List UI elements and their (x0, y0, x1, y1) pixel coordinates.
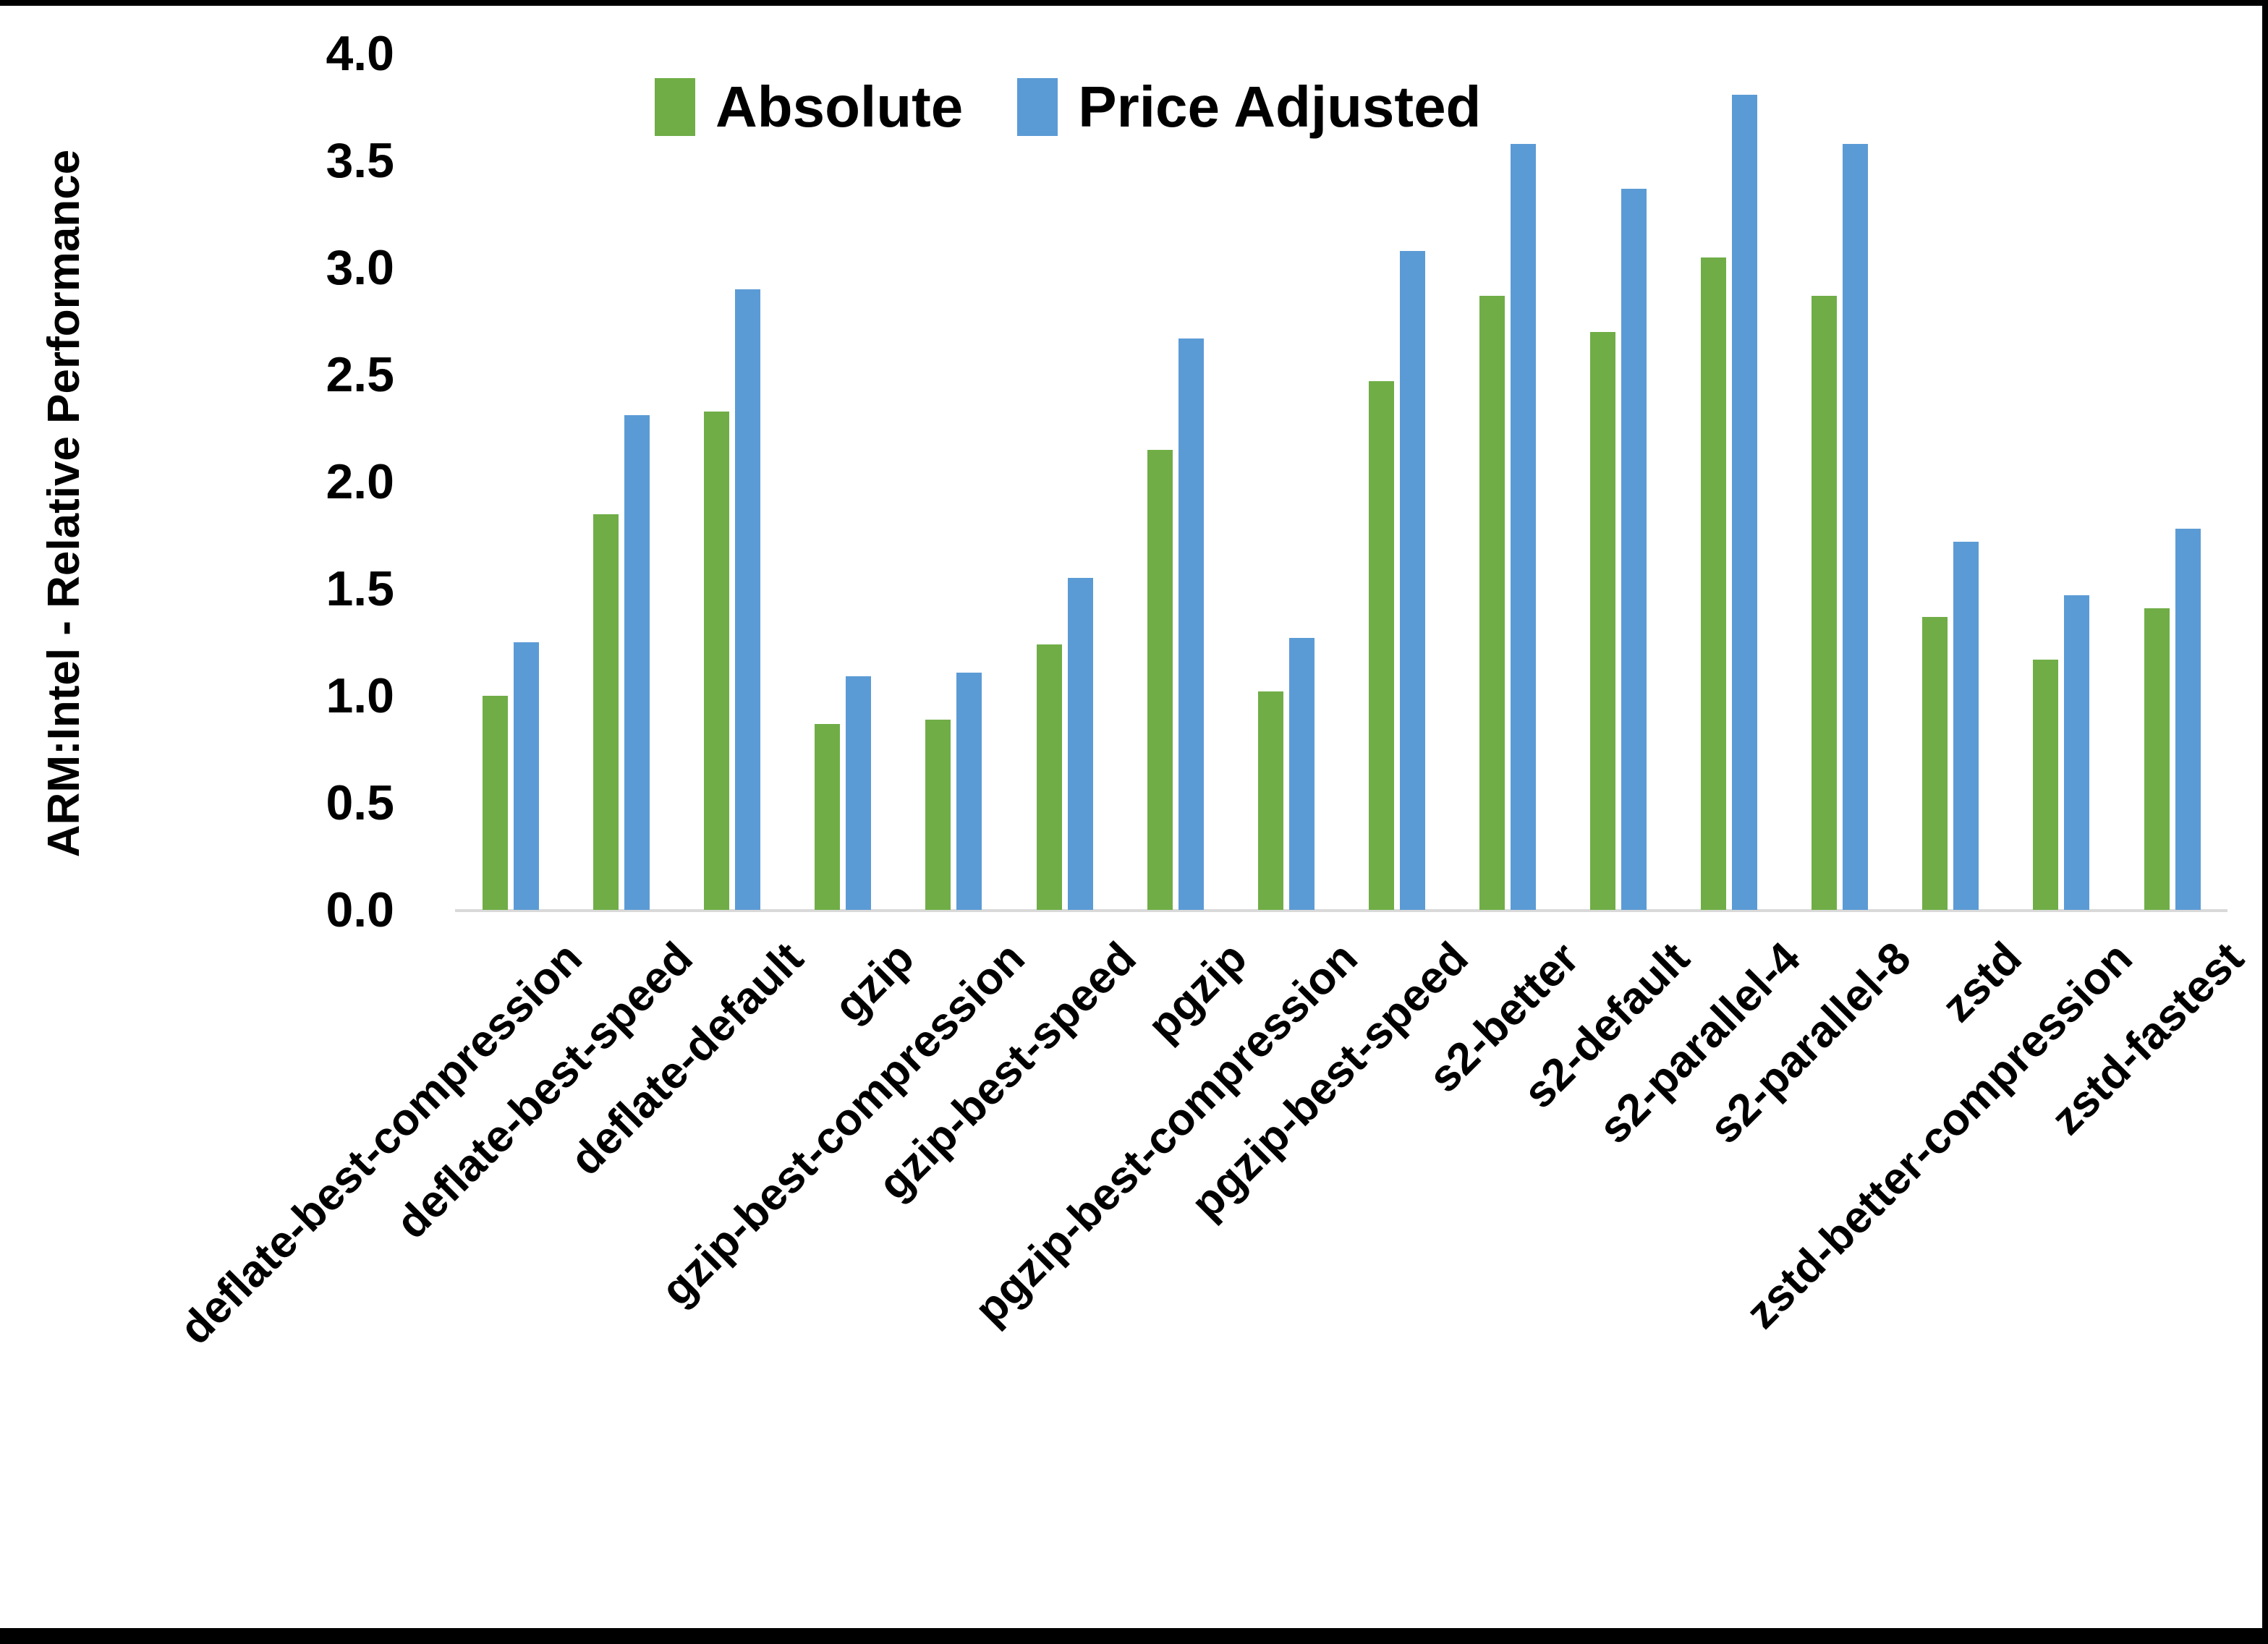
y-axis-tick-label: 2.5 (326, 347, 394, 403)
bar-price-adjusted (735, 289, 761, 910)
bar-price-adjusted (624, 415, 650, 910)
bar-price-adjusted (1399, 250, 1425, 910)
frame-border-bottom (0, 1628, 2268, 1644)
bar-absolute (1701, 257, 1727, 910)
bar-price-adjusted (846, 676, 872, 910)
bar-absolute (593, 514, 619, 910)
bar-price-adjusted (1953, 542, 1979, 910)
frame-border-right (2262, 0, 2268, 1644)
bar-absolute (1922, 616, 1948, 910)
chart-legend: Absolute Price Adjusted (655, 78, 1481, 136)
bar-price-adjusted (2175, 529, 2201, 910)
bar-price-adjusted (1067, 578, 1093, 910)
bar-absolute (704, 411, 730, 910)
bar-absolute (1812, 295, 1838, 910)
bar-absolute (1590, 332, 1615, 910)
bar-absolute (1036, 644, 1062, 910)
legend-item: Absolute (655, 78, 963, 136)
y-axis-tick-label: 0.0 (326, 882, 394, 937)
y-axis-tick-label: 0.5 (326, 775, 394, 831)
bar-price-adjusted (2064, 595, 2090, 910)
x-axis-line (455, 909, 2227, 912)
y-axis-tick-label: 3.5 (326, 133, 394, 189)
y-axis-tick-label: 1.5 (326, 561, 394, 617)
bar-absolute (815, 723, 841, 910)
bar-price-adjusted (514, 642, 539, 910)
bar-price-adjusted (1732, 94, 1758, 910)
legend-item: Price Adjusted (1017, 78, 1481, 136)
y-axis-tick-label: 1.0 (326, 668, 394, 724)
legend-label: Absolute (715, 74, 964, 139)
bar-absolute (1257, 691, 1283, 910)
bar-absolute (925, 719, 951, 910)
bar-absolute (1479, 295, 1505, 910)
y-axis-title: ARM:Intel - Relative Performance (39, 149, 89, 858)
y-axis-tick-label: 2.0 (326, 454, 394, 510)
bar-price-adjusted (1621, 188, 1647, 910)
bar-absolute (2033, 659, 2059, 910)
bar-price-adjusted (1288, 638, 1314, 910)
bar-absolute (2144, 608, 2170, 910)
y-axis-tick-label: 4.0 (326, 26, 394, 82)
legend-swatch-icon (1017, 78, 1058, 136)
bar-price-adjusted (1178, 338, 1204, 910)
bar-absolute (1147, 449, 1173, 910)
bar-price-adjusted (1510, 143, 1536, 910)
y-axis-tick-label: 3.0 (326, 240, 394, 296)
bar-absolute (483, 696, 508, 910)
frame-border-top (0, 0, 2268, 6)
bar-absolute (1368, 381, 1394, 910)
legend-label: Price Adjusted (1078, 74, 1482, 139)
bar-price-adjusted (1843, 143, 1869, 910)
bar-price-adjusted (956, 672, 982, 910)
legend-swatch-icon (655, 78, 695, 136)
